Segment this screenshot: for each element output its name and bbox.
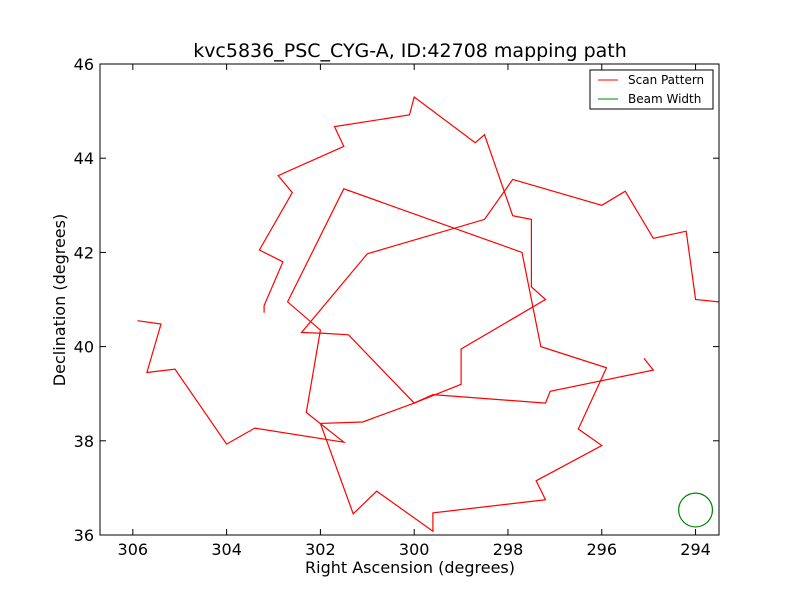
x-axis-label: Right Ascension (degrees) xyxy=(305,558,515,577)
y-tick-label: 42 xyxy=(74,243,94,262)
legend-label-scan-pattern: Scan Pattern xyxy=(628,73,704,87)
y-tick-label: 40 xyxy=(74,338,94,357)
legend-label-beam-width: Beam Width xyxy=(628,92,701,106)
x-tick-label: 298 xyxy=(493,540,524,559)
y-tick-label: 36 xyxy=(74,526,94,545)
x-tick-label: 300 xyxy=(399,540,430,559)
y-tick-label: 44 xyxy=(74,149,94,168)
x-tick-label: 304 xyxy=(211,540,242,559)
y-tick-label: 46 xyxy=(74,55,94,74)
y-axis-label: Declination (degrees) xyxy=(50,214,69,386)
chart-title: kvc5836_PSC_CYG-A, ID:42708 mapping path xyxy=(193,40,627,62)
legend-box xyxy=(589,69,714,110)
series-line-scan-pattern-segment xyxy=(300,178,719,404)
legend: Scan Pattern Beam Width xyxy=(589,69,714,110)
x-tick-label: 302 xyxy=(305,540,336,559)
axis-ticks: 306 304 302 300 298 296 294 36 38 40 42 44 46 xyxy=(74,55,719,559)
x-tick-label: 296 xyxy=(586,540,617,559)
y-tick-label: 38 xyxy=(74,432,94,451)
plot-area xyxy=(137,95,719,533)
x-tick-label: 306 xyxy=(118,540,149,559)
x-tick-label: 294 xyxy=(680,540,711,559)
axes-frame xyxy=(99,63,720,536)
beam-width-circle xyxy=(678,492,714,528)
series-line-scan-pattern xyxy=(137,95,608,533)
